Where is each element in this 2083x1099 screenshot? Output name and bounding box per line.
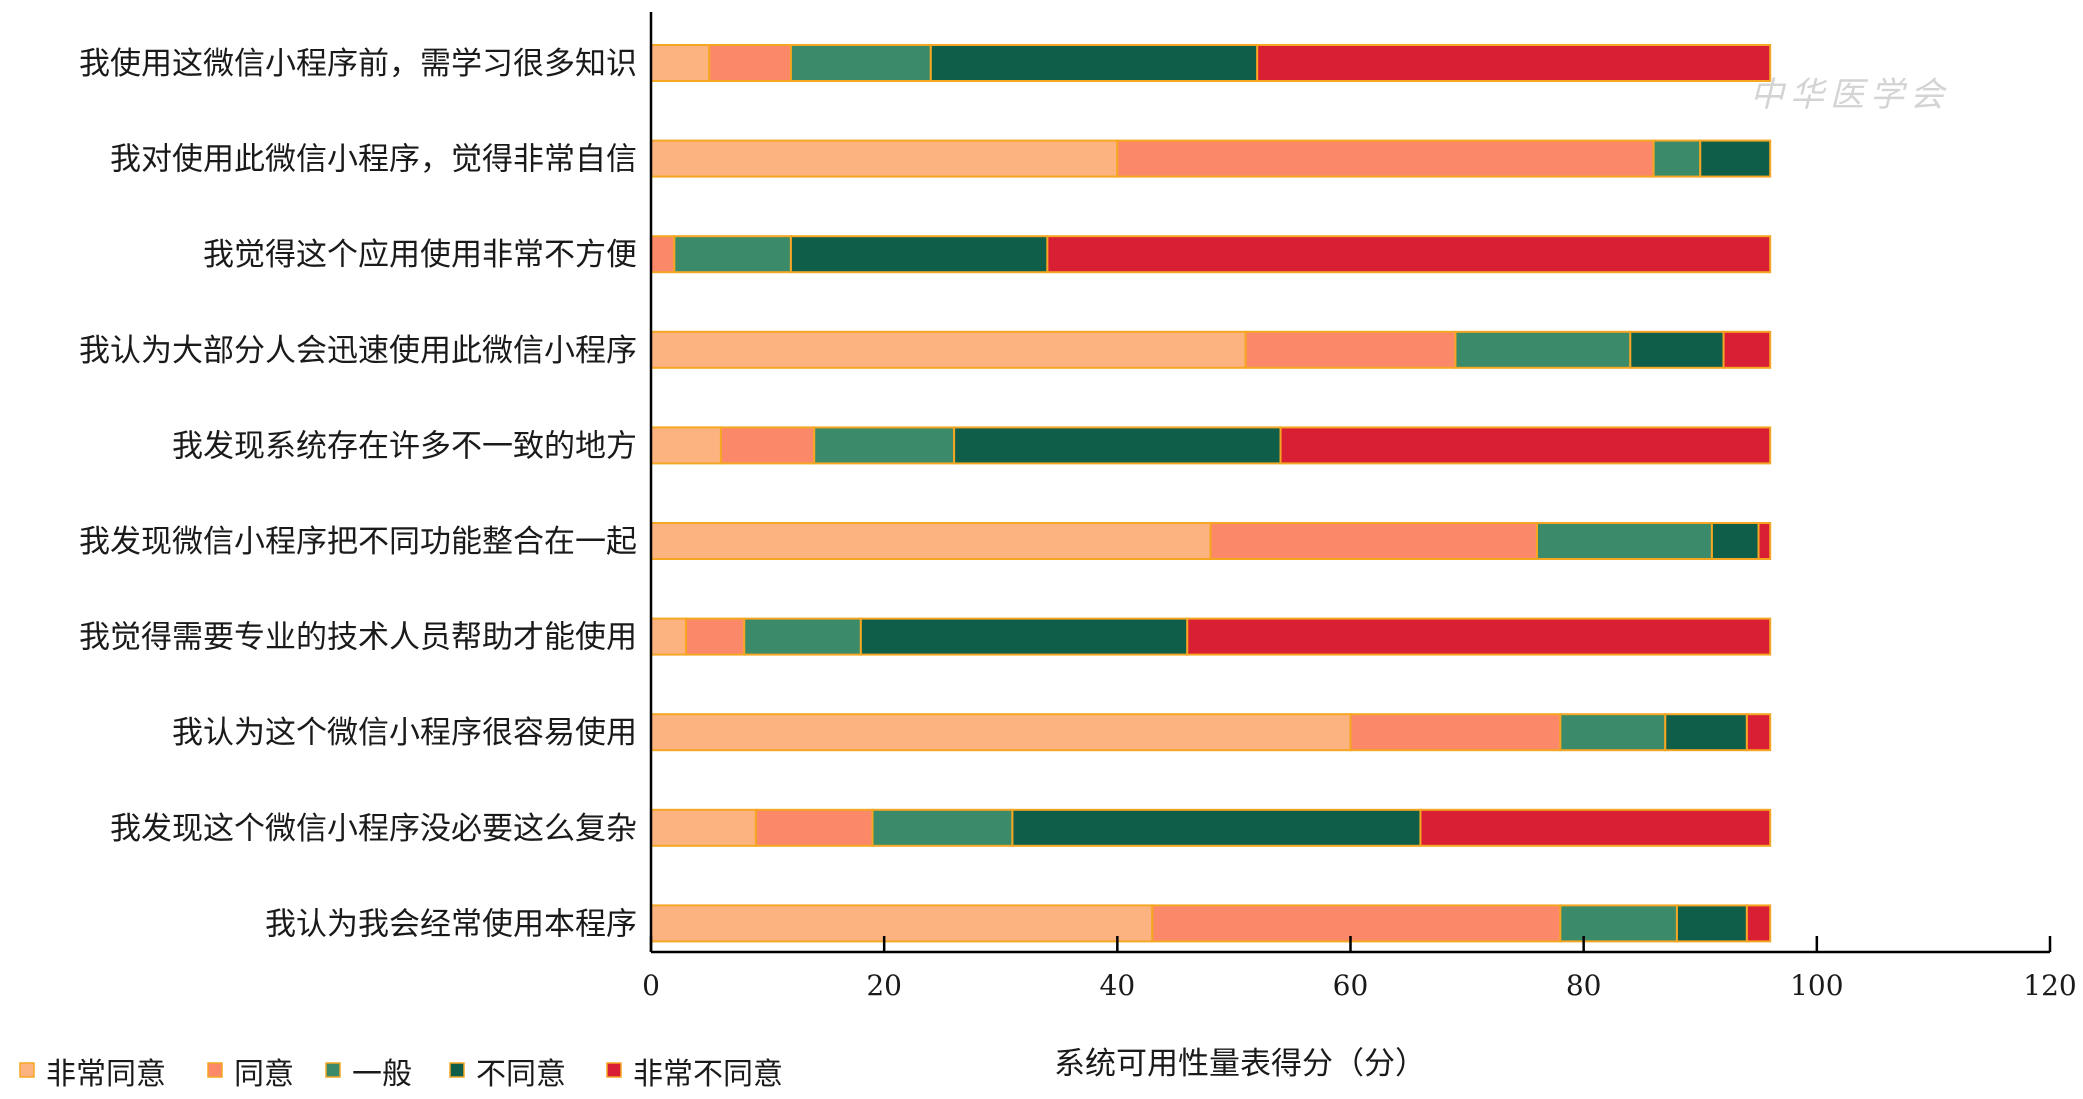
- bar-segment-6-5: [1757, 522, 1772, 560]
- bar-segment-1-3: [789, 44, 932, 82]
- bars-group: [650, 44, 1772, 943]
- x-ticks-group: 0 20 40 60 80 100 120: [642, 936, 2077, 1002]
- bar-segment-7-5: [1186, 617, 1772, 656]
- bar-segment-1-5: [1256, 44, 1772, 82]
- x-tick-label-5: 80: [1566, 969, 1602, 1002]
- category-label-8: 我认为这个微信小程序很容易使用: [172, 715, 637, 751]
- bar-segment-3-5: [1046, 235, 1772, 274]
- bar-segment-7-4: [859, 617, 1189, 656]
- x-tick-label-7: 120: [2023, 969, 2076, 1002]
- category-label-5: 我发现系统存在许多不一致的地方: [172, 428, 637, 464]
- legend-swatch-2: [207, 1062, 223, 1078]
- bar-segment-6-1: [650, 522, 1212, 560]
- bar-segment-10-1: [650, 904, 1154, 943]
- bar-segment-8-4: [1664, 713, 1748, 752]
- bar-segment-9-2: [754, 808, 874, 847]
- category-label-9: 我发现这个微信小程序没必要这么复杂: [110, 811, 637, 847]
- watermark: 中华医学会: [1750, 75, 1950, 115]
- legend-label-2: 同意: [234, 1057, 294, 1092]
- legend-label-3: 一般: [352, 1057, 412, 1092]
- x-tick-label-4: 60: [1333, 969, 1369, 1002]
- bar-segment-8-5: [1745, 713, 1772, 752]
- category-label-7: 我觉得需要专业的技术人员帮助才能使用: [79, 620, 637, 656]
- bar-segment-7-2: [684, 617, 746, 656]
- bar-segment-3-4: [789, 235, 1049, 274]
- bar-segment-10-4: [1675, 904, 1748, 943]
- category-label-1: 我使用这微信小程序前，需学习很多知识: [79, 46, 637, 82]
- bar-segment-5-2: [719, 426, 816, 465]
- bar-segment-5-3: [813, 426, 956, 465]
- bar-segment-4-4: [1629, 330, 1725, 369]
- bar-segment-3-3: [673, 235, 792, 274]
- bar-segment-10-5: [1745, 904, 1772, 943]
- legend-label-4: 不同意: [476, 1057, 566, 1092]
- bar-segment-10-2: [1151, 904, 1562, 943]
- bar-segment-9-3: [871, 808, 1014, 847]
- category-label-2: 我对使用此微信小程序，觉得非常自信: [110, 142, 637, 178]
- bar-segment-9-5: [1419, 808, 1772, 847]
- bar-segment-8-3: [1559, 713, 1667, 752]
- legend-label-1: 非常同意: [46, 1057, 166, 1092]
- legend-swatch-4: [449, 1062, 465, 1078]
- bar-segment-6-2: [1209, 522, 1539, 560]
- category-label-10: 我认为我会经常使用本程序: [265, 906, 637, 942]
- x-axis-title: 系统可用性量表得分（分）: [1054, 1046, 1426, 1082]
- category-label-6: 我发现微信小程序把不同功能整合在一起: [79, 524, 637, 560]
- bar-segment-2-2: [1116, 139, 1655, 178]
- bar-segment-5-4: [953, 426, 1282, 465]
- bar-segment-4-2: [1244, 330, 1457, 369]
- bar-segment-6-3: [1536, 522, 1713, 560]
- bar-segment-4-3: [1454, 330, 1632, 369]
- category-label-3: 我觉得这个应用使用非常不方便: [203, 237, 637, 273]
- legend-swatch-1: [19, 1062, 35, 1078]
- bar-segment-7-3: [743, 617, 862, 656]
- legend-swatch-5: [606, 1062, 622, 1078]
- bar-segment-4-5: [1722, 330, 1772, 369]
- bar-segment-8-2: [1349, 713, 1562, 752]
- legend-swatch-3: [325, 1062, 341, 1078]
- legend: 非常同意 同意 一般 不同意 非常不同意: [19, 1057, 783, 1092]
- bar-segment-9-1: [650, 808, 757, 847]
- bar-segment-6-4: [1710, 522, 1760, 560]
- category-label-4: 我认为大部分人会迅速使用此微信小程序: [79, 333, 637, 369]
- bar-segment-9-4: [1011, 808, 1422, 847]
- x-tick-label-3: 40: [1100, 969, 1136, 1002]
- bar-segment-7-1: [650, 617, 687, 656]
- legend-label-5: 非常不同意: [633, 1057, 783, 1092]
- x-tick-label-2: 20: [866, 969, 902, 1002]
- bar-segment-10-3: [1559, 904, 1678, 943]
- bar-segment-1-4: [929, 44, 1259, 82]
- bar-segment-5-1: [650, 426, 722, 465]
- bar-segment-2-3: [1652, 139, 1702, 178]
- bar-segment-8-1: [650, 713, 1352, 752]
- bar-segment-5-5: [1279, 426, 1772, 465]
- bar-segment-3-2: [650, 235, 676, 274]
- bar-segment-2-4: [1699, 139, 1772, 178]
- bar-segment-1-1: [650, 44, 711, 82]
- x-tick-label-1: 0: [642, 969, 660, 1002]
- bar-segment-2-1: [650, 139, 1119, 178]
- x-tick-label-6: 100: [1790, 969, 1843, 1002]
- bar-segment-1-2: [708, 44, 792, 82]
- category-labels: 我使用这微信小程序前，需学习很多知识我对使用此微信小程序，觉得非常自信我觉得这个…: [79, 46, 637, 942]
- bar-segment-4-1: [650, 330, 1247, 369]
